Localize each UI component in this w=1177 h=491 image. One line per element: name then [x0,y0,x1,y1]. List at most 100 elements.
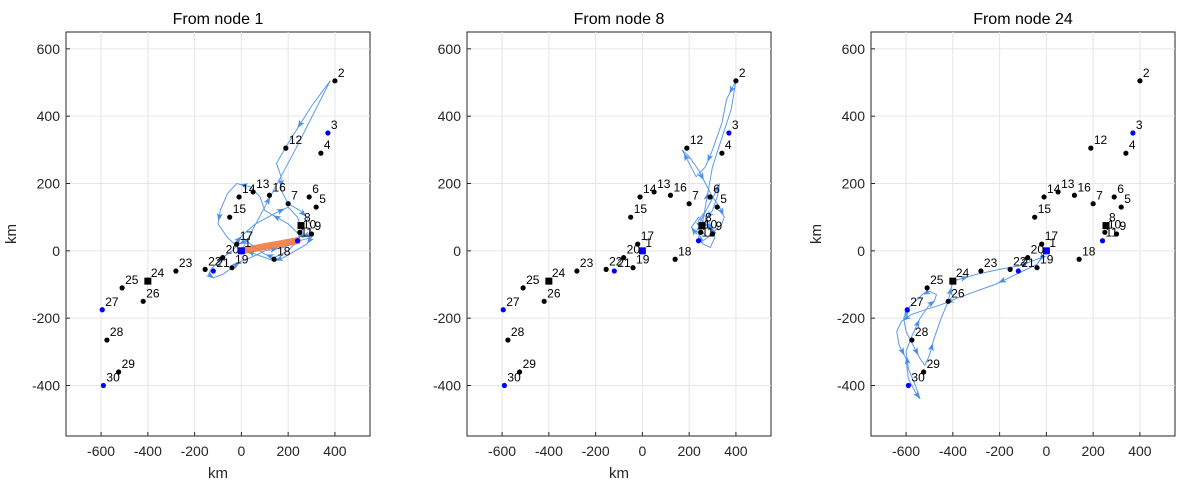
node-label-7: 7 [291,189,298,203]
x-tick-label: -400 [134,443,162,459]
y-tick-label: 600 [842,41,866,57]
node-7 [1090,201,1096,207]
node-label-3: 3 [732,118,739,132]
node-9 [1113,231,1120,237]
x-tick-label: 0 [1042,443,1050,459]
flow-arrow [706,210,714,219]
x-tick-label: -200 [986,443,1014,459]
tick-labels: -600 -400 -200 0 200 400 -400 -200 0 200 400 600 [32,41,347,459]
node-14 [236,194,242,200]
nodes: 1234567891011121314151617181920212223242… [99,66,345,389]
node-label-4: 4 [725,138,732,152]
y-tick-label: -200 [433,310,461,326]
node-label-15: 15 [1038,202,1052,216]
plot-frame [870,31,1176,437]
node-label-12: 12 [289,133,303,147]
node-label-4: 4 [324,138,331,152]
node-label-6: 6 [713,182,720,196]
node-30 [905,382,912,389]
x-tick-label: -600 [488,443,516,459]
y-tick-label: 0 [52,243,60,259]
node-20 [1025,254,1031,261]
x-tick-label: -600 [87,443,115,459]
flow-arrow [306,235,314,244]
node-28 [104,337,110,343]
node-26 [541,298,547,304]
flow-arrow [1020,262,1030,268]
y-axis-label: km [3,224,20,244]
node-30 [100,382,107,389]
node-1 [1042,247,1050,255]
node-label-7: 7 [1096,189,1103,203]
node-10 [297,229,303,235]
node-label-9: 9 [315,219,322,233]
y-tick-label: -400 [433,378,461,394]
grid [66,32,370,436]
x-tick-label: 400 [724,443,748,459]
node-13 [1055,189,1061,195]
node-label-19: 19 [235,253,249,267]
node-label-21: 21 [216,256,230,270]
node-label-30: 30 [507,371,521,385]
node-16 [1071,192,1078,198]
node-22 [603,266,609,272]
node-18 [1076,256,1082,262]
node-label-28: 28 [915,325,929,339]
node-label-24: 24 [151,266,165,280]
x-axis-label: km [208,465,228,482]
flow-path [896,250,1047,400]
flow-arrow [959,276,969,282]
node-2 [1137,78,1143,84]
node-6 [707,194,713,200]
node-9 [709,231,716,237]
node-8 [698,222,706,230]
node-24 [545,277,553,285]
node-label-30: 30 [106,371,120,385]
node-label-18: 18 [1082,244,1096,258]
panel-title: From node 24 [973,11,1073,28]
y-tick-label: 0 [857,243,865,259]
flow-arrow [926,300,936,308]
panel-title: From node 8 [574,11,665,28]
node-3 [325,130,331,136]
node-27 [904,307,910,313]
node-7 [686,201,692,207]
x-tick-label: 0 [638,443,646,459]
tick-labels: -600 -400 -200 0 200 400 -400 -200 0 200 400 600 [837,41,1152,459]
node-label-21: 21 [617,256,631,270]
flow-arrow [898,346,905,356]
node-14 [1041,194,1047,200]
node-label-12: 12 [690,133,704,147]
node-label-8: 8 [1109,211,1116,225]
node-2 [733,78,739,84]
node-15 [628,214,634,220]
flow-arrow [297,119,305,128]
node-label-20: 20 [226,243,240,257]
node-label-26: 26 [951,286,965,300]
node-label-12: 12 [1094,133,1108,147]
node-23 [574,268,580,274]
node-label-13: 13 [256,177,270,191]
flow-arrow [729,85,736,94]
node-5 [1118,204,1124,210]
node-3 [726,130,732,136]
node-9 [308,231,315,237]
node-23 [173,268,179,274]
flow-arrow [216,212,223,222]
node-20 [621,254,627,261]
node-label-27: 27 [910,295,924,309]
node-19 [630,265,636,271]
flow-arrow [275,255,284,261]
x-tick-label: -600 [892,443,920,459]
flow-arrow [691,227,699,236]
node-label-6: 6 [312,182,319,196]
node-28 [909,337,915,343]
node-29 [116,369,122,375]
node-10 [698,229,704,235]
flow-arrow [1039,252,1047,261]
node-label-3: 3 [331,118,338,132]
node-label-24: 24 [956,266,970,280]
node-22 [202,266,208,272]
node-18 [271,256,277,262]
